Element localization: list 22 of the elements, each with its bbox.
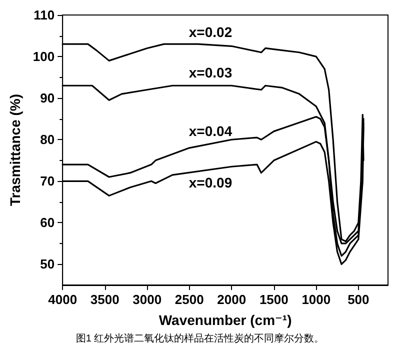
y-tick-label: 90	[40, 90, 55, 106]
x-tick-label: 3000	[132, 292, 162, 307]
y-axis-title: Trasmittance (%)	[7, 94, 23, 206]
x-tick-label: 4000	[48, 292, 78, 307]
series-label: x=0.09	[188, 174, 232, 191]
caption: 图1 红外光谱二氧化钛的样品在活性炭的不同摩尔分数。	[76, 332, 324, 344]
series-label: x=0.04	[188, 122, 232, 139]
y-tick-label: 80	[40, 132, 55, 148]
x-tick-label: 1000	[302, 292, 331, 307]
y-tick-label: 70	[40, 174, 55, 189]
y-tick-label: 110	[34, 8, 55, 22]
x-tick-label: 500	[348, 292, 370, 307]
y-tick-label: 60	[40, 215, 55, 230]
x-tick-label: 2500	[174, 292, 204, 307]
x-axis-title: Wavenumber (cm⁻¹)	[158, 312, 292, 328]
y-tick-label: 50	[40, 256, 55, 272]
x-tick-label: 1500	[259, 292, 288, 307]
y-tick-label: 100	[32, 49, 55, 64]
series-label: x=0.03	[188, 64, 232, 81]
series-label: x=0.02	[188, 24, 232, 40]
x-tick-label: 2000	[217, 292, 246, 307]
x-tick-label: 3500	[90, 292, 120, 307]
